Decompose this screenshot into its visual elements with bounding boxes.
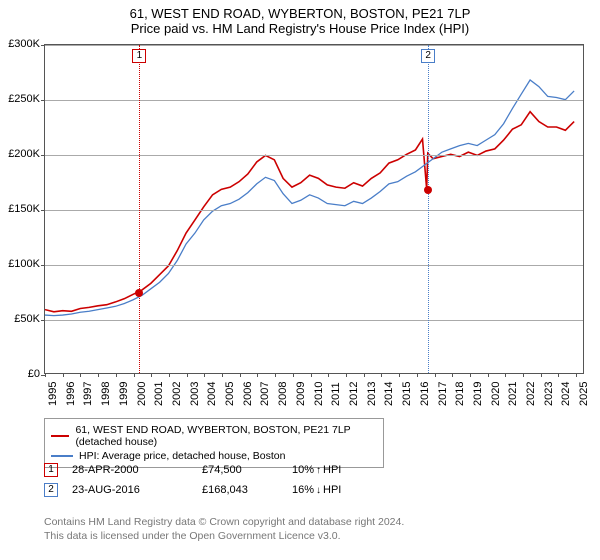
sales-date: 28-APR-2000 <box>72 464 202 476</box>
sale-marker-box: 1 <box>132 49 146 63</box>
x-axis-label: 2017 <box>437 382 449 406</box>
sale-marker-line <box>428 45 429 373</box>
x-axis-label: 2007 <box>259 382 271 406</box>
x-axis-label: 2008 <box>277 382 289 406</box>
sales-table: 1 28-APR-2000£74,50010%↑ HPI 2 23-AUG-2016£… <box>44 460 584 500</box>
license-line-1: Contains HM Land Registry data © Crown c… <box>44 516 584 530</box>
gridline-h <box>45 265 583 266</box>
x-axis-label: 2023 <box>543 382 555 406</box>
x-axis-label: 2011 <box>330 382 342 406</box>
series-line <box>45 80 574 316</box>
sale-marker-dot <box>135 289 143 297</box>
x-axis-label: 2025 <box>578 382 590 406</box>
sale-marker-box: 2 <box>421 49 435 63</box>
tick-y <box>41 45 45 46</box>
license-line-2: This data is licensed under the Open Gov… <box>44 530 584 544</box>
x-axis-label: 2005 <box>224 382 236 406</box>
x-axis-label: 2002 <box>171 382 183 406</box>
x-axis-label: 2022 <box>525 382 537 406</box>
x-axis-label: 2010 <box>313 382 325 406</box>
x-axis-label: 2012 <box>348 382 360 406</box>
sales-marker-box: 2 <box>44 483 58 497</box>
gridline-h <box>45 210 583 211</box>
sales-marker-box: 1 <box>44 463 58 477</box>
sales-price: £74,500 <box>202 464 292 476</box>
legend-item: 61, WEST END ROAD, WYBERTON, BOSTON, PE2… <box>51 423 377 449</box>
legend-label: 61, WEST END ROAD, WYBERTON, BOSTON, PE2… <box>75 424 377 448</box>
chart-svg <box>45 45 583 373</box>
x-axis-label: 2021 <box>507 382 519 406</box>
x-axis-label: 2015 <box>401 382 413 406</box>
y-axis-label: £300K <box>8 38 40 50</box>
sale-marker-line <box>139 45 140 373</box>
y-axis-label: £50K <box>14 313 40 325</box>
x-axis-label: 2024 <box>560 382 572 406</box>
tick-y <box>41 210 45 211</box>
x-axis-label: 2001 <box>153 382 165 406</box>
x-axis-label: 2020 <box>490 382 502 406</box>
x-axis-label: 1998 <box>100 382 112 406</box>
arrow-up-icon: ↑ <box>316 465 321 476</box>
y-axis-labels: £0£50K£100K£150K£200K£250K£300K <box>0 44 42 374</box>
y-axis-label: £150K <box>8 203 40 215</box>
x-axis-label: 2018 <box>454 382 466 406</box>
sales-pct: 10%↑ HPI <box>292 464 362 476</box>
sales-price: £168,043 <box>202 484 292 496</box>
tick-y <box>41 265 45 266</box>
sales-row: 1 28-APR-2000£74,50010%↑ HPI <box>44 460 584 480</box>
gridline-h <box>45 100 583 101</box>
tick-y <box>41 155 45 156</box>
tick-y <box>41 320 45 321</box>
chart-plot-area: 12 <box>44 44 584 374</box>
x-axis-label: 2014 <box>383 382 395 406</box>
sale-marker-dot <box>424 186 432 194</box>
sales-pct: 16%↓ HPI <box>292 484 362 496</box>
y-axis-label: £100K <box>8 258 40 270</box>
license-text: Contains HM Land Registry data © Crown c… <box>44 516 584 543</box>
x-axis-label: 2006 <box>242 382 254 406</box>
x-axis-label: 1997 <box>82 382 94 406</box>
x-axis-label: 1996 <box>65 382 77 406</box>
x-axis-label: 2013 <box>366 382 378 406</box>
x-axis-label: 2019 <box>472 382 484 406</box>
chart-subtitle: Price paid vs. HM Land Registry's House … <box>0 21 600 36</box>
legend-swatch <box>51 435 69 437</box>
x-axis-label: 1995 <box>47 382 59 406</box>
legend-swatch <box>51 455 73 457</box>
sales-date: 23-AUG-2016 <box>72 484 202 496</box>
y-axis-label: £0 <box>28 368 40 380</box>
x-axis-label: 2000 <box>136 382 148 406</box>
gridline-h <box>45 45 583 46</box>
y-axis-label: £200K <box>8 148 40 160</box>
x-axis-label: 1999 <box>118 382 130 406</box>
y-axis-label: £250K <box>8 93 40 105</box>
gridline-h <box>45 320 583 321</box>
gridline-h <box>45 155 583 156</box>
x-axis-label: 2004 <box>206 382 218 406</box>
tick-y <box>41 100 45 101</box>
x-axis-label: 2003 <box>189 382 201 406</box>
x-axis-label: 2016 <box>419 382 431 406</box>
sales-row: 2 23-AUG-2016£168,04316%↓ HPI <box>44 480 584 500</box>
arrow-down-icon: ↓ <box>316 485 321 496</box>
chart-title: 61, WEST END ROAD, WYBERTON, BOSTON, PE2… <box>0 6 600 21</box>
x-axis-label: 2009 <box>295 382 307 406</box>
series-line <box>45 112 574 312</box>
